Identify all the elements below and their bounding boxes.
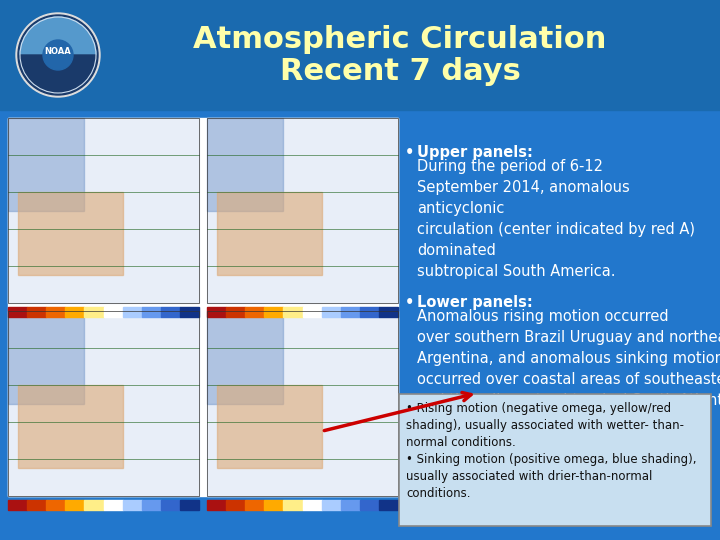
Bar xyxy=(379,500,398,510)
FancyBboxPatch shape xyxy=(399,394,711,526)
Bar xyxy=(104,307,122,317)
Bar xyxy=(8,118,199,303)
Bar xyxy=(341,307,360,317)
Text: •: • xyxy=(405,295,420,310)
Bar xyxy=(8,118,398,496)
Text: NOAA: NOAA xyxy=(45,46,71,56)
Bar xyxy=(180,307,199,317)
Bar xyxy=(17,192,122,275)
Bar xyxy=(8,118,84,211)
Bar xyxy=(8,500,27,510)
Bar xyxy=(161,307,180,317)
Bar xyxy=(284,500,302,510)
Bar xyxy=(379,307,398,317)
Bar xyxy=(122,307,142,317)
Bar xyxy=(322,307,341,317)
Bar xyxy=(8,118,199,303)
Bar xyxy=(246,307,264,317)
Circle shape xyxy=(16,13,100,97)
Bar xyxy=(322,500,341,510)
Bar xyxy=(17,385,122,468)
Bar xyxy=(27,307,46,317)
Bar xyxy=(207,118,398,303)
Bar xyxy=(226,307,246,317)
Bar xyxy=(122,500,142,510)
Bar xyxy=(8,307,27,317)
Text: • Rising motion (negative omega, yellow/red
shading), usually associated with we: • Rising motion (negative omega, yellow/… xyxy=(406,402,696,500)
Bar xyxy=(207,118,398,303)
Bar xyxy=(180,500,199,510)
Bar xyxy=(207,500,226,510)
Bar xyxy=(207,307,226,317)
Bar xyxy=(284,307,302,317)
Wedge shape xyxy=(20,55,96,93)
Bar xyxy=(84,500,104,510)
Bar xyxy=(302,500,322,510)
Bar xyxy=(27,500,46,510)
Bar xyxy=(207,311,398,496)
Bar xyxy=(66,500,84,510)
Bar xyxy=(207,311,284,403)
Bar xyxy=(0,0,720,110)
Bar xyxy=(302,307,322,317)
Bar xyxy=(217,192,322,275)
Bar xyxy=(207,311,398,496)
Bar xyxy=(360,500,379,510)
Bar xyxy=(46,307,66,317)
Bar xyxy=(8,311,199,496)
Bar xyxy=(264,307,284,317)
Text: Anomalous rising motion occurred
over southern Brazil Uruguay and northeastern
A: Anomalous rising motion occurred over so… xyxy=(417,309,720,408)
Bar xyxy=(142,500,161,510)
Wedge shape xyxy=(20,17,96,55)
Bar xyxy=(142,307,161,317)
Text: Upper panels:: Upper panels: xyxy=(417,145,538,160)
Bar xyxy=(246,500,264,510)
Bar xyxy=(8,311,199,496)
Bar xyxy=(341,500,360,510)
Text: Lower panels:: Lower panels: xyxy=(417,295,538,310)
Text: Recent 7 days: Recent 7 days xyxy=(279,57,521,85)
Bar xyxy=(46,500,66,510)
Bar xyxy=(161,500,180,510)
Bar xyxy=(226,500,246,510)
Bar xyxy=(207,118,284,211)
Circle shape xyxy=(18,15,98,95)
Bar xyxy=(104,500,122,510)
Bar xyxy=(66,307,84,317)
Bar xyxy=(84,307,104,317)
Text: •: • xyxy=(405,145,420,160)
Circle shape xyxy=(43,40,73,70)
Text: During the period of 6-12
September 2014, anomalous anticyclonic
circulation (ce: During the period of 6-12 September 2014… xyxy=(417,159,695,279)
Bar xyxy=(8,311,84,403)
Bar xyxy=(264,500,284,510)
Text: Atmospheric Circulation: Atmospheric Circulation xyxy=(193,24,607,53)
Bar xyxy=(217,385,322,468)
Bar xyxy=(360,307,379,317)
